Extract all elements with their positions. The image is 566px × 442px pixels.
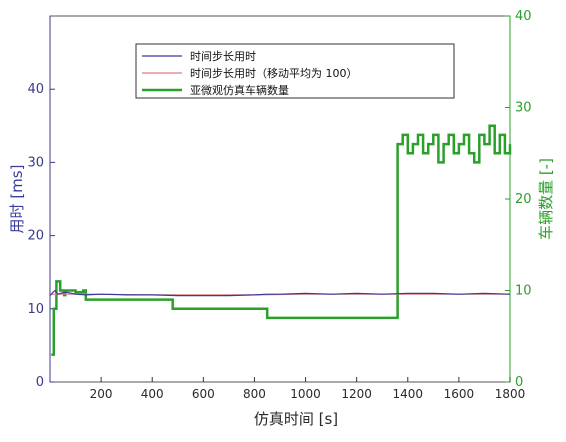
right-axis-title: 车辆数量 [-] xyxy=(537,158,555,240)
right-tick-label: 30 xyxy=(515,101,532,116)
legend-label-step-time: 时间步长用时 xyxy=(190,50,256,63)
left-tick-label: 0 xyxy=(36,375,44,390)
x-tick-label: 600 xyxy=(192,387,215,401)
x-tick-label: 800 xyxy=(243,387,266,401)
legend-box xyxy=(135,43,455,99)
right-tick-label: 40 xyxy=(515,9,532,24)
legend: 时间步长用时 时间步长用时（移动平均为 100） 亚微观仿真车辆数量 xyxy=(135,43,455,99)
series-vehicle-count xyxy=(51,124,512,356)
x-axis: 200 400 600 800 1000 1200 1400 1600 1800 xyxy=(90,377,526,401)
x-tick-label: 1000 xyxy=(290,387,321,401)
series-step-time xyxy=(49,289,511,297)
left-axis: 0 10 20 30 40 xyxy=(27,16,55,390)
right-axis: 0 10 20 30 40 xyxy=(505,9,532,390)
right-tick-label: 20 xyxy=(515,192,532,207)
right-tick-label: 10 xyxy=(515,284,532,299)
left-tick-label: 20 xyxy=(27,229,44,244)
left-tick-label: 30 xyxy=(27,155,44,170)
left-tick-label: 10 xyxy=(27,302,44,317)
right-tick-label: 0 xyxy=(515,375,523,390)
x-tick-label: 1800 xyxy=(495,387,526,401)
x-tick-label: 1600 xyxy=(444,387,475,401)
x-tick-label: 400 xyxy=(141,387,164,401)
left-tick-label: 40 xyxy=(27,82,44,97)
legend-label-moving-avg: 时间步长用时（移动平均为 100） xyxy=(190,67,358,80)
x-axis-title: 仿真时间 [s] xyxy=(254,410,338,428)
left-axis-title: 用时 [ms] xyxy=(8,165,26,234)
series-lines xyxy=(49,124,512,356)
legend-label-vehicles: 亚微观仿真车辆数量 xyxy=(190,83,289,97)
x-tick-label: 1200 xyxy=(341,387,372,401)
x-tick-label: 200 xyxy=(90,387,113,401)
x-tick-label: 1400 xyxy=(393,387,424,401)
